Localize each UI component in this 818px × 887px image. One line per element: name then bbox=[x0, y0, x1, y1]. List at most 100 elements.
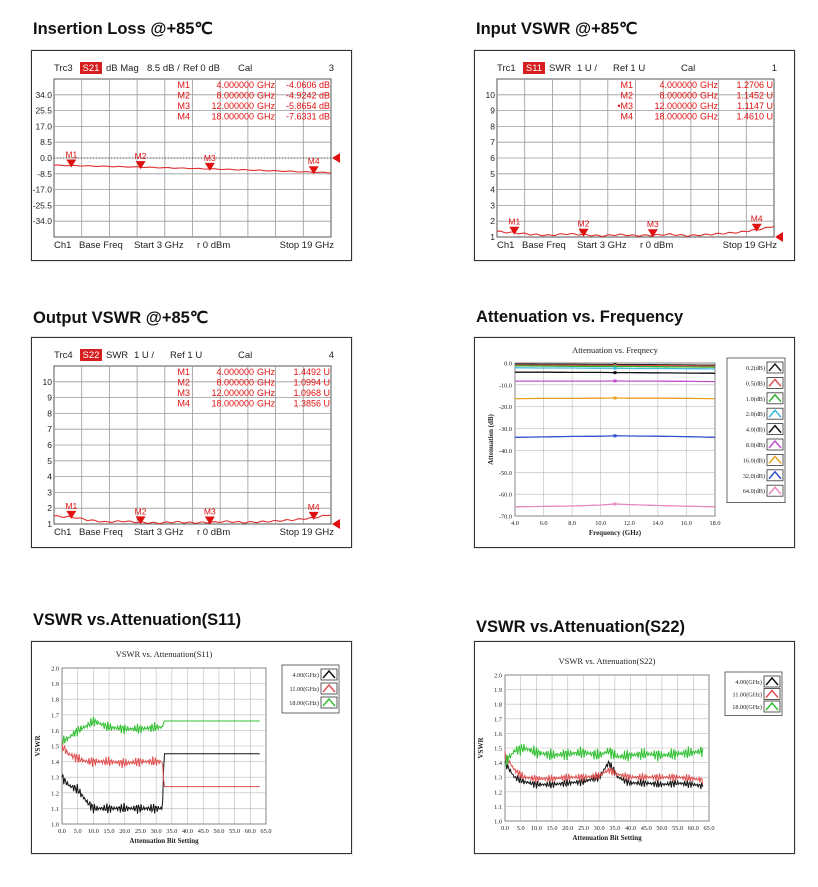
marker-label: M4 bbox=[308, 502, 320, 512]
series-point bbox=[613, 379, 617, 383]
footer-stop: Stop 19 GHz bbox=[280, 240, 335, 251]
legend-label: 18.00(GHz) bbox=[289, 700, 319, 707]
y-tick-label: -50.0 bbox=[499, 470, 512, 477]
legend-swatch-line bbox=[768, 393, 782, 403]
y-tick-label: 4 bbox=[47, 472, 52, 482]
marker-label: M3 bbox=[647, 219, 659, 229]
legend-swatch-line bbox=[768, 424, 782, 434]
series-point bbox=[613, 502, 617, 506]
y-tick-label: -60.0 bbox=[499, 492, 512, 499]
x-tick-label: 10.0 bbox=[595, 520, 606, 527]
y-tick-label: 0.0 bbox=[504, 361, 512, 368]
readout-freq: 4.000000 bbox=[216, 367, 254, 377]
readout-name: M2 bbox=[620, 91, 633, 101]
input-vswr-title: Input VSWR @+85℃ bbox=[476, 20, 638, 38]
vswr-s22-title: VSWR vs.Attenuation(S22) bbox=[476, 618, 686, 636]
legend-swatch-box bbox=[766, 392, 784, 405]
vswr-s11-chart: VSWR vs. Attenuation(S11) 0.0 5.0 10.0 15.0 2… bbox=[34, 649, 340, 845]
series-line bbox=[61, 740, 260, 788]
chart-title: VSWR vs. Attenuation(S11) bbox=[116, 649, 213, 659]
y-tick-label: 1.5 bbox=[51, 744, 59, 751]
ref-label: Ref 0 dB bbox=[183, 63, 220, 74]
y-tick-label: 7 bbox=[490, 137, 495, 147]
y-tick-label: 1.9 bbox=[494, 687, 502, 694]
footer-start: Start 3 GHz bbox=[134, 527, 184, 538]
readout-unit: GHz bbox=[700, 101, 719, 111]
y-tick-label: 9 bbox=[47, 393, 52, 403]
x-tick-label: 30.0 bbox=[151, 828, 162, 835]
scale-label: 1 U / bbox=[577, 63, 597, 74]
y-tick-label: 3 bbox=[47, 487, 52, 497]
format-label: dB Mag bbox=[106, 63, 139, 74]
x-tick-label: 30.0 bbox=[594, 825, 605, 832]
y-tick-label: 34.0 bbox=[35, 90, 52, 100]
y-tick-label: -8.5 bbox=[37, 169, 52, 179]
x-tick-label: 45.0 bbox=[198, 828, 209, 835]
x-tick-label: 65.0 bbox=[703, 825, 714, 832]
legend-label: 8.0(dB) bbox=[746, 442, 765, 449]
y-tick-label: 1.8 bbox=[51, 697, 59, 704]
x-tick-label: 0.0 bbox=[501, 825, 509, 832]
marker-triangle bbox=[204, 516, 215, 525]
series-point bbox=[613, 364, 617, 368]
footer-channel: Ch1 bbox=[54, 527, 71, 538]
readout-unit: GHz bbox=[257, 80, 276, 90]
legend-swatch-box bbox=[766, 454, 784, 466]
legend-swatch-line bbox=[768, 439, 782, 449]
x-tick-label: 35.0 bbox=[166, 828, 177, 835]
readout-value: 1.0968 U bbox=[293, 388, 330, 398]
trace-line bbox=[496, 225, 775, 237]
x-tick-label: 40.0 bbox=[182, 828, 193, 835]
footer-channel: Ch1 bbox=[54, 240, 71, 251]
x-tick-label: 5.0 bbox=[74, 828, 82, 835]
legend-swatch-box bbox=[763, 700, 781, 713]
legend-swatch-line bbox=[768, 470, 782, 480]
readout-name: M4 bbox=[177, 399, 190, 409]
marker-triangle bbox=[509, 226, 520, 235]
vswr-s11-panel: VSWR vs. Attenuation(S11) 0.0 5.0 10.0 15.0 2… bbox=[31, 641, 352, 854]
y-tick-label: -30.0 bbox=[499, 426, 512, 433]
x-tick-label: 10.0 bbox=[531, 825, 542, 832]
channel-number: 4 bbox=[329, 350, 334, 361]
format-label: SWR bbox=[106, 350, 128, 361]
attenuation-title: Attenuation vs. Frequency bbox=[476, 308, 684, 326]
y-tick-label: -34.0 bbox=[33, 216, 53, 226]
readout-unit: GHz bbox=[257, 112, 276, 122]
legend-label: 64.0(dB) bbox=[743, 488, 765, 495]
y-tick-label: 7 bbox=[47, 424, 52, 434]
readout-value: 1.4610 U bbox=[736, 112, 773, 122]
readout-name: M2 bbox=[177, 91, 190, 101]
vswr-s22-chart: VSWR vs. Attenuation(S22) 0.0 5.0 10.0 15.0 2… bbox=[477, 656, 783, 842]
y-tick-label: 17.0 bbox=[35, 121, 52, 131]
y-axis-label: VSWR bbox=[477, 737, 485, 759]
reference-arrow bbox=[775, 232, 783, 242]
param-badge: S22 bbox=[83, 350, 100, 361]
trace-name: Trc3 bbox=[54, 63, 73, 74]
trace-line bbox=[53, 164, 331, 174]
x-axis-label: Frequency (GHz) bbox=[589, 529, 642, 537]
cal-label: Cal bbox=[238, 63, 252, 74]
x-axis-label: Attenuation Bit Setting bbox=[129, 837, 199, 845]
x-tick-label: 60.0 bbox=[245, 828, 256, 835]
legend-swatch-box bbox=[320, 696, 338, 709]
readout-unit: GHz bbox=[257, 367, 276, 377]
output-vswr-chart: Trc4 S22 SWR 1 U / Ref 1 U Cal 410987654321M1M… bbox=[43, 349, 340, 538]
x-tick-label: 14.0 bbox=[652, 520, 663, 527]
x-tick-label: 12.0 bbox=[624, 520, 635, 527]
y-tick-label: 1.0 bbox=[494, 819, 502, 826]
readout-freq: 18.000000 bbox=[211, 112, 254, 122]
y-tick-label: 1.4 bbox=[51, 759, 60, 766]
marker-label: M2 bbox=[135, 151, 147, 161]
scale-label: 1 U / bbox=[134, 350, 154, 361]
x-tick-label: 20.0 bbox=[562, 825, 573, 832]
x-tick-label: 4.0 bbox=[511, 520, 519, 527]
channel-number: 1 bbox=[772, 63, 777, 74]
y-tick-label: 1.0 bbox=[51, 822, 59, 829]
reference-arrow bbox=[332, 153, 340, 163]
footer-power: r 0 dBm bbox=[197, 527, 230, 538]
y-tick-label: -10.0 bbox=[499, 382, 512, 389]
marker-label: M1 bbox=[65, 150, 77, 160]
param-badge-bg bbox=[80, 62, 102, 74]
y-tick-label: 2.0 bbox=[494, 673, 502, 680]
